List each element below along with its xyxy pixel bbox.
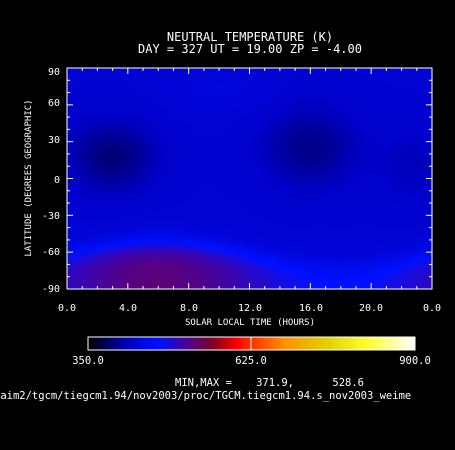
colorbar-max-label: 900.0	[399, 355, 431, 367]
x-tick-label: 12.0	[238, 303, 262, 314]
x-tick-label: 8.0	[180, 303, 198, 314]
chart-title: NEUTRAL TEMPERATURE (K)	[167, 30, 333, 44]
heatmap-field	[67, 68, 432, 289]
y-tick-label: -60	[42, 247, 60, 258]
min-value: 371.9,	[256, 377, 294, 389]
file-path: /aim2/tgcm/tiegcm1.94/nov2003/proc/TGCM.…	[0, 390, 411, 402]
y-tick-label: 90	[48, 67, 60, 78]
x-tick-labels: 0.0 4.0 8.0 12.0 16.0 20.0 0.0	[58, 303, 441, 314]
colorbar-min-label: 350.0	[72, 355, 104, 367]
y-tick-labels: 90 60 30 0 -30 -60 -90	[42, 67, 60, 295]
y-tick-label: 30	[48, 135, 60, 146]
y-axis-label: LATITUDE (DEGREES GEOGRAPHIC)	[24, 99, 34, 256]
y-tick-label: 60	[48, 98, 60, 109]
y-tick-label: -30	[42, 211, 60, 222]
x-axis-label: SOLAR LOCAL TIME (HOURS)	[185, 318, 315, 328]
x-tick-label: 4.0	[119, 303, 137, 314]
x-tick-label: 20.0	[359, 303, 383, 314]
y-tick-label: -90	[42, 284, 60, 295]
x-tick-label: 0.0	[58, 303, 76, 314]
tick-marks	[66, 67, 433, 290]
max-value: 528.6	[332, 377, 364, 389]
colorbar-mid-label: 625.0	[235, 355, 267, 367]
chart-subtitle: DAY = 327 UT = 19.00 ZP = -4.00	[138, 42, 362, 56]
min-max-label: MIN,MAX =	[175, 377, 232, 389]
x-tick-label: 16.0	[299, 303, 323, 314]
x-tick-label: 0.0	[423, 303, 441, 314]
y-tick-label: 0	[54, 175, 60, 186]
